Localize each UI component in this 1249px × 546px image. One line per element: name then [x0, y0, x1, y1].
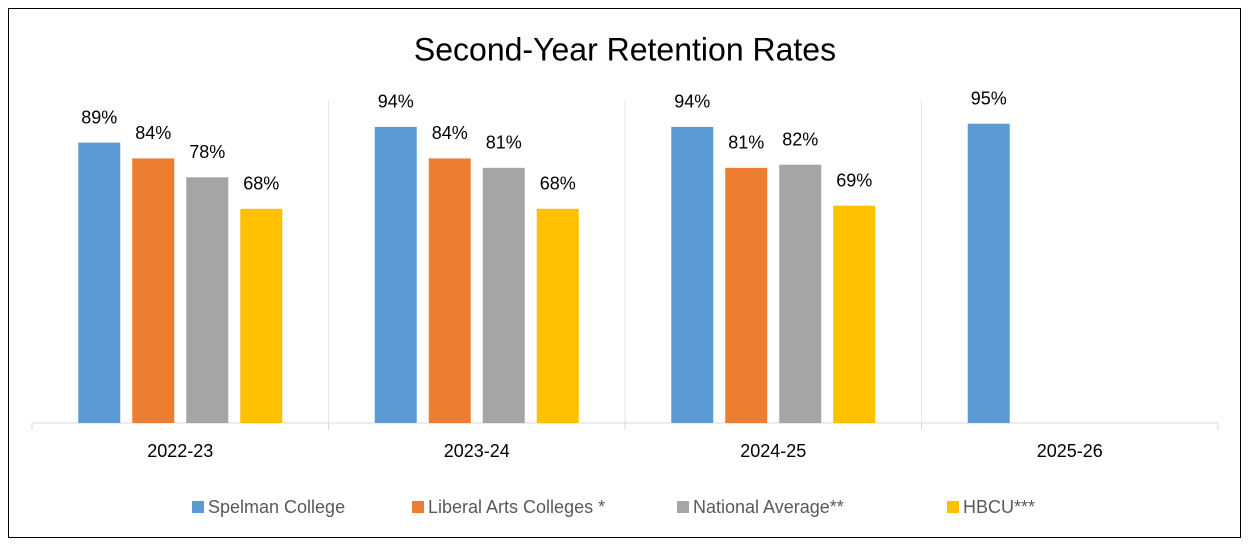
data-label: 94% — [674, 92, 710, 112]
bar — [536, 208, 579, 423]
data-label: 69% — [836, 170, 872, 190]
data-label: 84% — [135, 123, 171, 143]
bar — [240, 208, 283, 423]
bar — [779, 164, 822, 423]
legend-swatch — [412, 501, 424, 513]
legend-label: HBCU*** — [963, 497, 1035, 517]
data-label: 68% — [243, 174, 279, 194]
bar — [671, 126, 714, 424]
data-label: 94% — [378, 92, 414, 112]
data-label: 82% — [782, 129, 818, 149]
legend-swatch — [192, 501, 204, 513]
data-label: 84% — [432, 123, 468, 143]
bar — [132, 158, 175, 423]
bar — [833, 205, 876, 423]
data-label: 68% — [540, 174, 576, 194]
data-label: 81% — [728, 133, 764, 153]
chart-title: Second-Year Retention Rates — [414, 31, 836, 67]
legend-label: National Average** — [693, 497, 844, 517]
bar — [186, 177, 229, 423]
x-tick-label: 2023-24 — [444, 441, 510, 461]
data-label: 89% — [81, 107, 117, 127]
bar — [78, 142, 121, 423]
x-tick-label: 2025-26 — [1037, 441, 1103, 461]
legend-label: Liberal Arts Colleges * — [428, 497, 605, 517]
bar — [967, 123, 1010, 423]
x-tick-label: 2022-23 — [147, 441, 213, 461]
bar — [482, 167, 525, 423]
legend-swatch — [947, 501, 959, 513]
data-label: 78% — [189, 142, 225, 162]
x-tick-label: 2024-25 — [740, 441, 806, 461]
bar — [428, 158, 471, 423]
bar — [374, 126, 417, 424]
data-label: 95% — [971, 89, 1007, 109]
data-label: 81% — [486, 133, 522, 153]
bar — [725, 167, 768, 423]
legend-label: Spelman College — [208, 497, 345, 517]
legend-swatch — [677, 501, 689, 513]
